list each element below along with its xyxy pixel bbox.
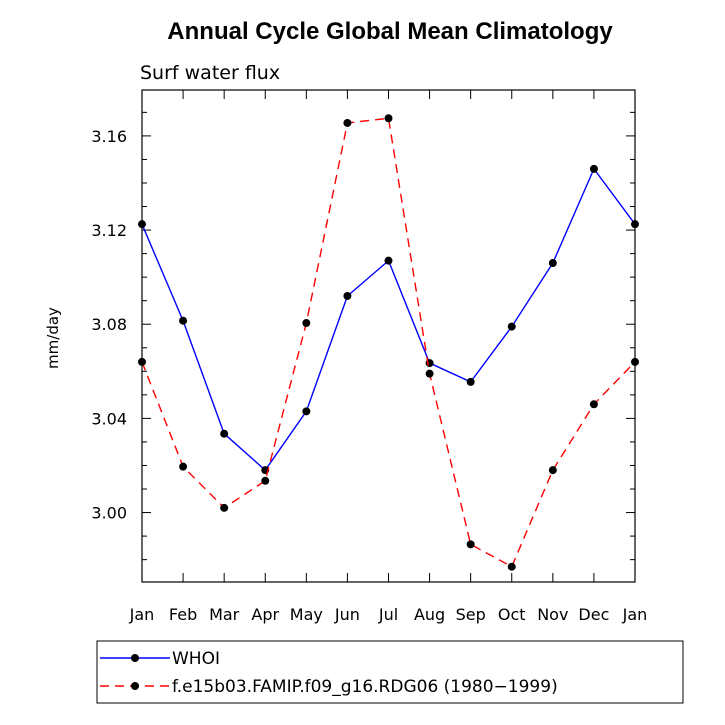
- series-line-1: [141, 167, 636, 472]
- y-tick-label: 3.04: [91, 409, 127, 428]
- legend-label-2: f.e15b03.FAMIP.f09_g16.RDG06 (1980−1999): [172, 677, 558, 697]
- x-tick-label: Dec: [578, 605, 609, 624]
- x-tick-label: Jan: [622, 605, 648, 624]
- data-point-s2-3: [261, 476, 270, 485]
- x-tick-label: Feb: [169, 605, 197, 624]
- axis-ticks: Jan Feb Mar Apr May Jun Jul Aug Sep Oct Nov Dec Jan 3…: [91, 90, 647, 624]
- series-layer: [138, 114, 639, 571]
- plot-frame: [141, 89, 636, 583]
- data-point-s2-2: [220, 503, 229, 512]
- data-point-s1-6: [384, 256, 393, 265]
- x-tick-label: Jun: [334, 605, 360, 624]
- y-axis-label: mm/day: [44, 307, 62, 369]
- data-point-s2-1: [179, 462, 188, 471]
- legend-marker-1: [131, 654, 139, 662]
- data-point-s1-11: [589, 164, 598, 173]
- x-tick-label: Mar: [209, 605, 240, 624]
- data-point-s2-10: [548, 466, 557, 475]
- legend: WHOI f.e15b03.FAMIP.f09_g16.RDG06 (1980−1…: [96, 640, 684, 704]
- data-point-s2-6: [384, 114, 393, 123]
- x-tick-label: Aug: [414, 605, 445, 624]
- data-point-s1-8: [466, 377, 475, 386]
- x-tick-label: Apr: [251, 605, 279, 624]
- data-point-s2-0: [138, 357, 146, 366]
- data-point-s2-7: [425, 369, 434, 378]
- x-tick-label: Jan: [129, 605, 155, 624]
- data-point-s1-10: [548, 259, 557, 268]
- data-point-s2-11: [589, 400, 598, 409]
- legend-box: [96, 640, 684, 704]
- x-tick-label: Sep: [456, 605, 486, 624]
- data-point-s1-9: [507, 322, 516, 331]
- chart-subtitle: Surf water flux: [140, 62, 280, 84]
- y-tick-label: 3.08: [91, 315, 127, 334]
- x-tick-label: Oct: [498, 605, 526, 624]
- data-point-s2-12: [631, 357, 639, 366]
- data-point-s1-1: [179, 316, 188, 325]
- data-point-s2-9: [507, 562, 516, 571]
- y-tick-label: 3.16: [91, 127, 127, 146]
- data-point-s1-2: [220, 429, 229, 438]
- x-tick-label: Jul: [378, 605, 398, 624]
- x-tick-label: May: [290, 605, 323, 624]
- data-point-s1-5: [343, 291, 352, 300]
- legend-marker-2: [131, 682, 139, 690]
- series-line-2: [141, 117, 636, 568]
- legend-label-1: WHOI: [172, 649, 220, 669]
- y-tick-label: 3.00: [91, 504, 127, 523]
- x-tick-label: Nov: [537, 605, 568, 624]
- chart-title: Annual Cycle Global Mean Climatology: [167, 18, 613, 45]
- data-point-s2-8: [466, 540, 475, 549]
- data-point-s1-0: [138, 220, 146, 229]
- data-point-s1-4: [302, 407, 311, 416]
- y-tick-label: 3.12: [91, 221, 127, 240]
- data-point-s2-4: [302, 319, 311, 328]
- data-point-s1-12: [631, 220, 639, 229]
- data-point-s2-5: [343, 118, 352, 127]
